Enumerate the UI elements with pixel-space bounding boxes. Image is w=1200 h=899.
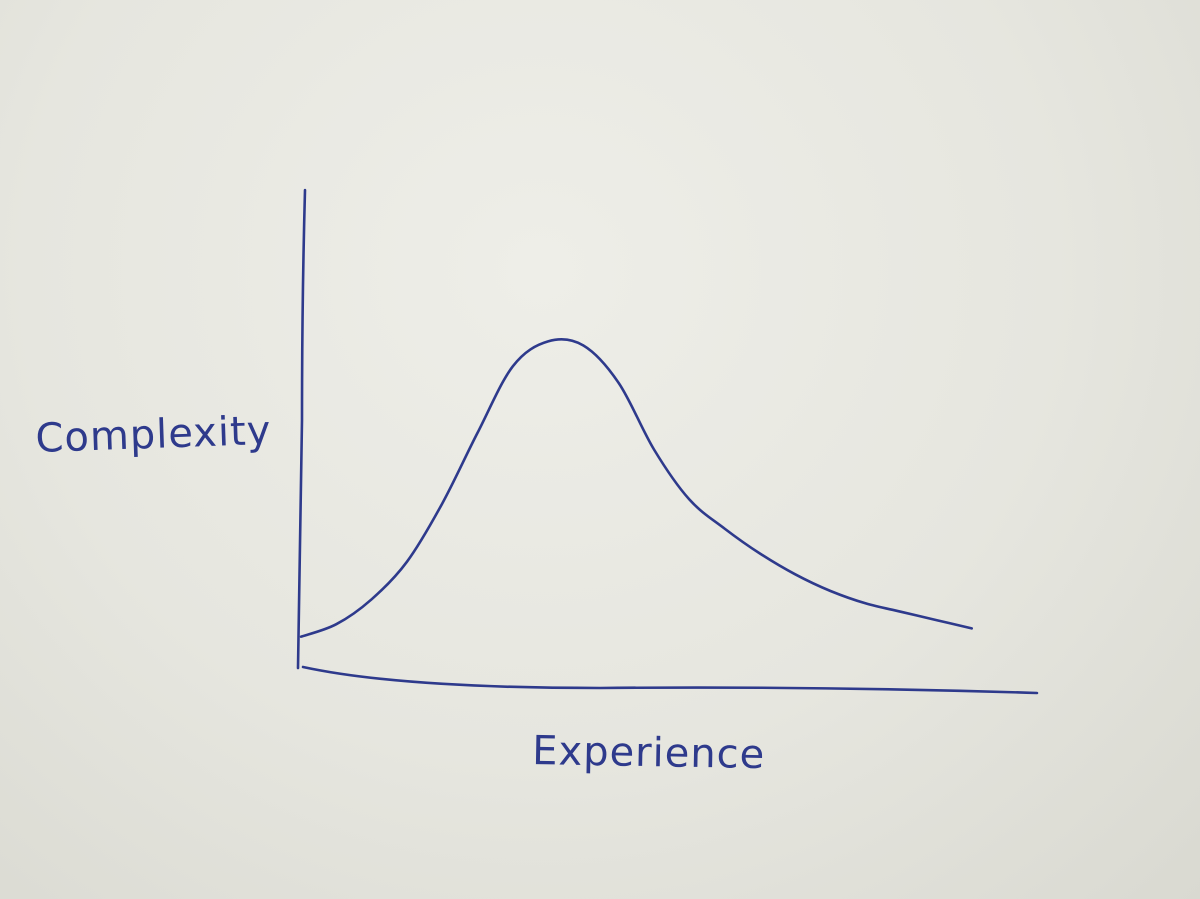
x-axis-label: Experience [532,728,766,778]
x-axis-line [301,665,1039,695]
y-axis-label: Complexity [35,408,272,462]
curve-layer [299,338,973,638]
y-axis-line [296,188,307,670]
series-line [299,338,973,638]
